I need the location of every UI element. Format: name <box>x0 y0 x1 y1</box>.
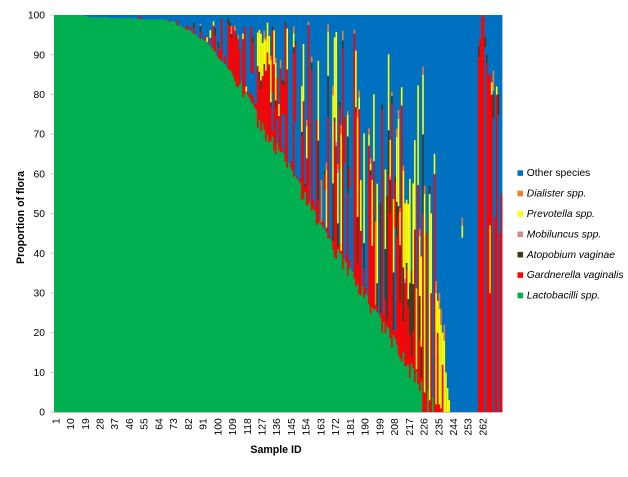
svg-text:172: 172 <box>331 418 342 435</box>
svg-text:190: 190 <box>361 418 372 435</box>
svg-text:154: 154 <box>302 418 313 435</box>
svg-text:163: 163 <box>316 418 327 435</box>
svg-text:30: 30 <box>34 289 46 300</box>
svg-text:136: 136 <box>272 418 283 435</box>
svg-text:80: 80 <box>34 90 46 101</box>
svg-text:1: 1 <box>51 418 62 424</box>
svg-text:0: 0 <box>39 408 45 419</box>
svg-text:253: 253 <box>464 418 475 435</box>
svg-text:Mobiluncus spp.: Mobiluncus spp. <box>527 229 601 240</box>
svg-text:20: 20 <box>34 328 46 339</box>
svg-text:37: 37 <box>110 418 121 430</box>
svg-text:91: 91 <box>199 418 210 430</box>
svg-text:28: 28 <box>96 418 107 430</box>
svg-text:199: 199 <box>375 418 386 435</box>
svg-text:90: 90 <box>34 50 46 61</box>
svg-text:60: 60 <box>34 169 46 180</box>
svg-text:Proportion of flora: Proportion of flora <box>15 171 27 264</box>
svg-text:Prevotella spp.: Prevotella spp. <box>527 209 595 220</box>
svg-text:217: 217 <box>405 418 416 435</box>
svg-text:109: 109 <box>228 418 239 435</box>
svg-text:46: 46 <box>125 418 136 430</box>
svg-text:55: 55 <box>140 418 151 430</box>
svg-text:145: 145 <box>287 418 298 435</box>
svg-text:Lactobacilli spp.: Lactobacilli spp. <box>527 291 600 302</box>
svg-text:100: 100 <box>28 11 45 22</box>
svg-text:19: 19 <box>81 418 92 430</box>
svg-text:70: 70 <box>34 130 46 141</box>
svg-text:181: 181 <box>346 418 357 435</box>
svg-text:262: 262 <box>478 418 489 435</box>
svg-text:50: 50 <box>34 209 46 220</box>
svg-text:64: 64 <box>154 418 165 430</box>
svg-text:73: 73 <box>169 418 180 430</box>
svg-text:244: 244 <box>449 418 460 435</box>
svg-text:82: 82 <box>184 418 195 430</box>
svg-text:Sample ID: Sample ID <box>250 444 302 456</box>
svg-text:Gardnerella vaginalis: Gardnerella vaginalis <box>527 270 624 281</box>
svg-text:Other species: Other species <box>527 168 591 179</box>
svg-text:Atopobium vaginae: Atopobium vaginae <box>526 250 615 261</box>
svg-text:127: 127 <box>258 418 269 435</box>
svg-text:118: 118 <box>243 418 254 435</box>
svg-text:10: 10 <box>34 368 46 379</box>
svg-text:Dialister spp.: Dialister spp. <box>527 189 587 200</box>
svg-text:235: 235 <box>434 418 445 435</box>
svg-text:40: 40 <box>34 249 46 260</box>
svg-text:226: 226 <box>420 418 431 435</box>
svg-text:10: 10 <box>66 418 77 430</box>
svg-text:208: 208 <box>390 418 401 435</box>
svg-text:100: 100 <box>213 418 224 435</box>
